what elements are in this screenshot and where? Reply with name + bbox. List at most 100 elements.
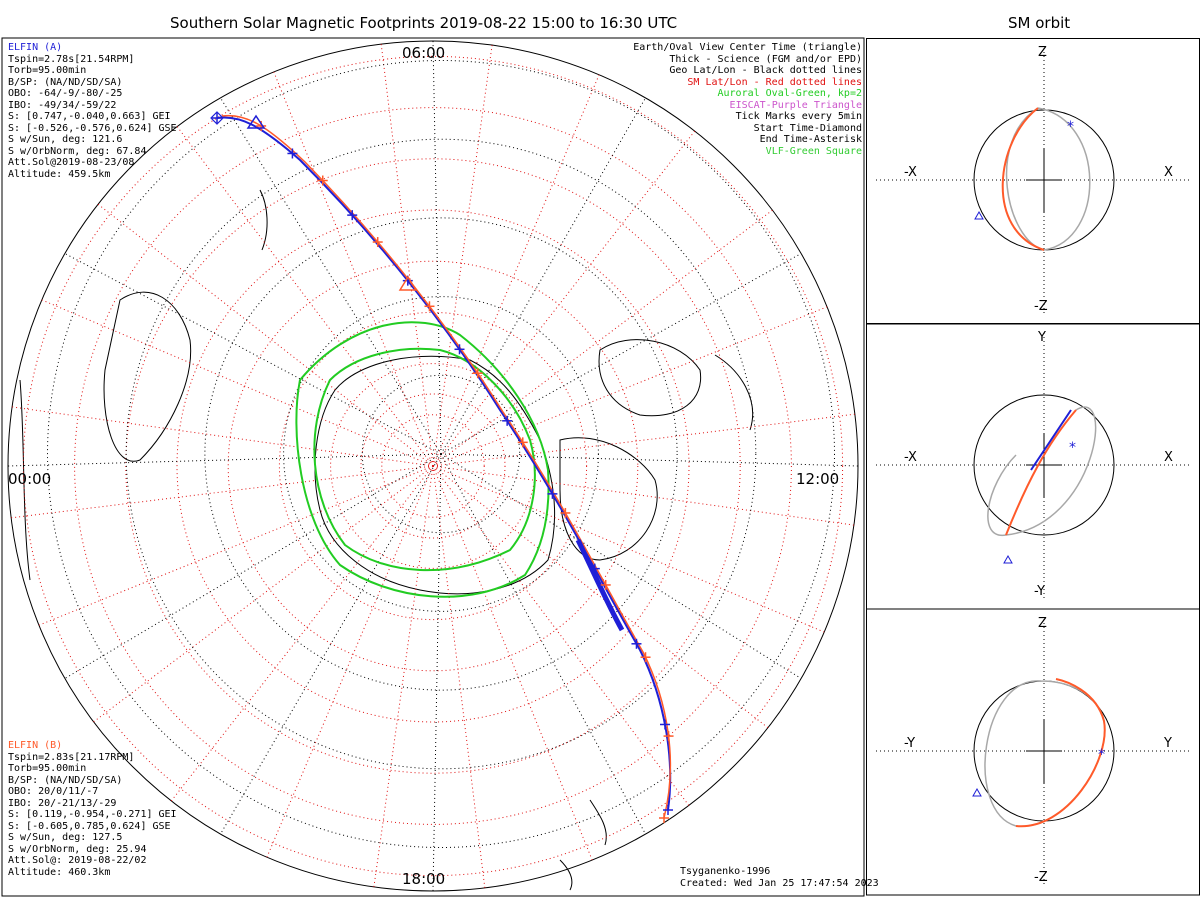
sm-lat-circle [176, 209, 690, 723]
view-triangle [974, 210, 984, 220]
legend-item: Thick - Science (FGM and/or EPD) [669, 53, 862, 65]
island-outline [259, 189, 268, 251]
geo-lat-circle [47, 60, 835, 848]
auroral-oval-outer [295, 321, 550, 598]
sm-lon-line [38, 465, 434, 626]
sm-lat-circle [227, 260, 639, 672]
geo-lon-line [440, 253, 802, 455]
sm-lon-line [432, 465, 486, 888]
geo-grid [7, 40, 859, 892]
sm-pole-circle [360, 393, 506, 539]
elfin-a-line: S w/OrbNorm, deg: 67.84 [8, 145, 147, 157]
geo-lon-line [440, 453, 802, 679]
sm-lon-line [97, 203, 434, 467]
elfin-a-line: Att.Sol@2019-08-23/08 [8, 157, 135, 168]
orbit-panel-frame [866, 608, 1200, 896]
orbit-b-trace [1015, 678, 1106, 828]
earth-circle [973, 394, 1115, 536]
map-frame [1, 37, 865, 897]
elfin-b-line: S w/Sun, deg: 127.5 [8, 832, 123, 843]
credit: Tsyganenko-1996 Created: Wed Jan 25 17:4… [680, 866, 879, 889]
sm-lon-line [170, 465, 434, 802]
geo-lon-line [440, 97, 646, 455]
elfin-b-info: ELFIN (B) Tspin=2.83s[21.17RPM] Torb=95.… [8, 740, 177, 878]
polar-map: 06:00 00:00 12:00 18:00 [1, 37, 865, 897]
geo-lon-line [432, 453, 442, 892]
axis-label-left: -X [904, 450, 917, 465]
created-label: Created: Wed Jan 25 17:47:54 2023 [680, 877, 879, 889]
elfin-b-track [221, 114, 672, 819]
track-markers [210, 111, 674, 823]
elfin-b-line: OBO: 20/0/11/-7 [8, 786, 99, 797]
elfin-b-view-triangle [398, 275, 418, 291]
end-asterisk: * [1069, 440, 1076, 456]
sm-lon-line [432, 465, 690, 806]
geo-lon-line [432, 40, 442, 455]
legend-item: Start Time-Diamond [753, 122, 862, 134]
antarctica-outline [314, 355, 556, 595]
elfin-b-line: Torb=95.00min [8, 763, 87, 774]
elfin-a-science-segment [575, 538, 625, 632]
geo-lat-circle [361, 374, 521, 534]
geo-lat-circle [283, 296, 599, 612]
axis-label-top: Z [1038, 45, 1047, 60]
orbit-b-trace [1001, 107, 1045, 251]
southamerica-outline [103, 291, 192, 462]
elfin-a-line: IBO: -49/34/-59/22 [8, 99, 117, 111]
auroral-oval-inner [313, 347, 536, 572]
elfin-b-line: Altitude: 460.3km [8, 866, 111, 878]
axis-label-bottom: -Z [1034, 299, 1048, 314]
elfin-b-line: Att.Sol@: 2019-08-22/02 [8, 855, 147, 866]
sm-lat-circle [125, 158, 741, 774]
axis-label-bottom: -Y [1034, 584, 1045, 599]
elfin-b-line: Tspin=2.83s[21.17RPM] [8, 751, 135, 763]
end-asterisk: * [1067, 119, 1074, 135]
sm-lon-line [11, 465, 434, 519]
east-edge-outline [714, 354, 754, 431]
elfin-a-line: OBO: -64/-9/-80/-25 [8, 88, 123, 99]
sm-lon-line [432, 209, 773, 467]
sm-lon-line [373, 465, 434, 887]
legend-item: Geo Lat/Lon - Black dotted lines [669, 65, 862, 76]
elfin-b-line: B/SP: (NA/ND/SD/SA) [8, 774, 123, 786]
mlt-label-18: 18:00 [402, 870, 445, 888]
elfin-a-name: ELFIN (A) [8, 42, 63, 53]
elfin-b-line: IBO: 20/-21/13/-29 [8, 797, 117, 809]
elfin-a-line: S: [0.747,-0.040,0.663] GEI [8, 111, 171, 122]
elfin-a-line: Tspin=2.78s[21.54RPM] [8, 53, 135, 65]
mlt-label-00: 00:00 [8, 470, 51, 488]
elfin-b-line: S: [0.119,-0.954,-0.271] GEI [8, 809, 177, 820]
sm-lon-line [432, 74, 600, 467]
elfin-a-line: S: [-0.526,-0.576,0.624] GSE [8, 122, 177, 134]
sm-lon-line [432, 465, 593, 861]
sm-lon-line [176, 126, 434, 467]
orbit-a-trace [987, 406, 1097, 536]
elfin-b-line: S: [-0.605,0.785,0.624] GSE [8, 820, 171, 832]
end-asterisk: * [1098, 747, 1105, 763]
sm-lon-line [432, 413, 855, 467]
axis-label-top: Y [1037, 330, 1046, 345]
auroral-ovals [295, 321, 550, 598]
elfin-a-line: B/SP: (NA/ND/SD/SA) [8, 76, 123, 88]
sm-lon-line [432, 465, 769, 729]
elfin-a-track [216, 116, 672, 811]
view-triangle [972, 787, 982, 797]
legend-item: Earth/Oval View Center Time (triangle) [633, 42, 862, 53]
sm-lon-line [41, 299, 434, 467]
axis-label-top: Z [1038, 616, 1047, 631]
orbit-panel-frame [866, 38, 1200, 324]
sm-lon-line [432, 306, 828, 467]
legend-item: SM Lat/Lon - Red dotted lines [687, 76, 862, 88]
orbit-a-science [1030, 409, 1072, 471]
axis-label-right: X [1164, 450, 1173, 465]
elfin-tracks [216, 114, 672, 819]
sm-lon-line [12, 406, 434, 467]
elfin-a-line: Altitude: 459.5km [8, 168, 111, 180]
sm-lat-circle [74, 107, 792, 825]
axis-label-bottom: -Z [1034, 870, 1048, 885]
geo-lon-line [440, 453, 859, 467]
axis-label-right: X [1164, 165, 1173, 180]
axis-label-left: -Y [904, 736, 915, 751]
sm-lon-line [273, 71, 434, 467]
legend-item: EISCAT-Purple Triangle [729, 99, 862, 111]
